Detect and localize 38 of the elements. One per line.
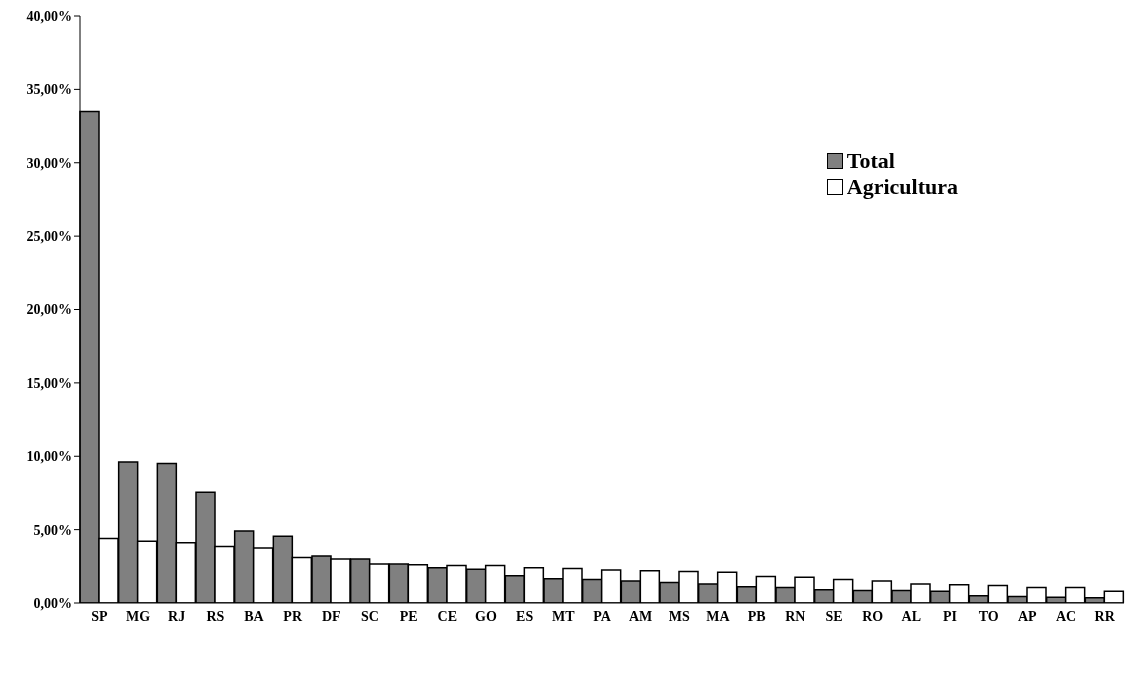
x-tick-label: MA	[706, 608, 731, 624]
x-tick-label: AP	[1018, 608, 1038, 624]
x-tick-label: CE	[437, 608, 458, 624]
x-tick-label: RJ	[168, 608, 186, 624]
y-tick-label: 5,00%	[33, 522, 72, 538]
x-tick-label: PR	[283, 608, 303, 624]
y-tick-label: 0,00%	[33, 595, 72, 611]
x-tick-label: PI	[943, 608, 957, 624]
x-tick-label: AL	[901, 608, 922, 624]
x-tick-label: GO	[475, 608, 497, 624]
x-tick-label: SE	[825, 608, 843, 624]
x-tick-label: MS	[668, 608, 691, 624]
x-tick-label: ES	[516, 608, 534, 624]
x-tick-label: AM	[629, 608, 653, 624]
x-tick-label: RS	[206, 608, 225, 624]
y-tick-label: 10,00%	[26, 449, 72, 465]
x-tick-label: MT	[552, 608, 576, 624]
y-tick-label: 35,00%	[26, 82, 72, 98]
x-tick-label: DF	[322, 608, 341, 624]
x-tick-label: AC	[1055, 608, 1077, 624]
x-tick-label: PA	[593, 608, 612, 624]
x-tick-label: SC	[361, 608, 379, 624]
x-tick-label: PB	[747, 608, 766, 624]
y-tick-label: 40,00%	[26, 8, 72, 24]
y-tick-label: 15,00%	[26, 375, 72, 391]
x-tick-label: RO	[862, 608, 884, 624]
legend-label: Agricultura	[846, 174, 958, 200]
x-tick-label: PE	[399, 608, 418, 624]
x-tick-label: TO	[978, 608, 999, 624]
x-tick-label: BA	[244, 608, 265, 624]
y-tick-label: 20,00%	[26, 302, 72, 318]
x-tick-label: MG	[125, 608, 151, 624]
y-tick-label: 30,00%	[26, 155, 72, 171]
y-tick-label: 25,00%	[26, 229, 72, 245]
x-tick-label: RN	[785, 608, 806, 624]
x-tick-label: RR	[1094, 608, 1116, 624]
legend-label: Total	[846, 148, 895, 174]
x-tick-label: SP	[91, 608, 108, 624]
